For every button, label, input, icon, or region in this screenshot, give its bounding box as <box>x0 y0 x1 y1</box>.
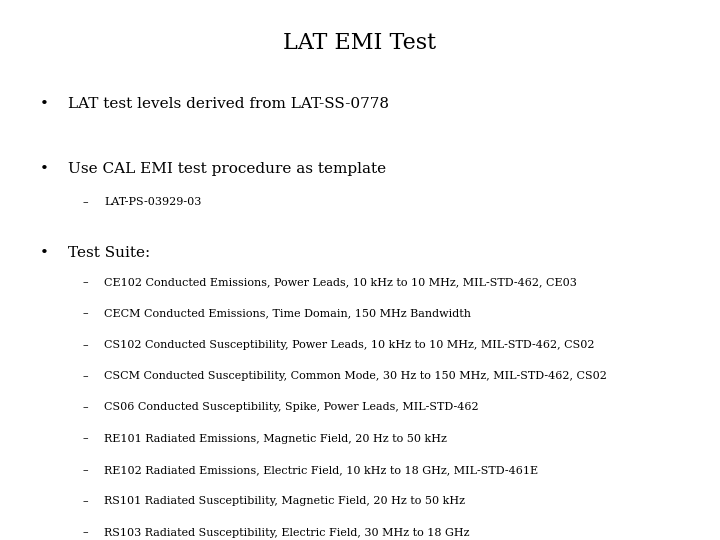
Text: CS102 Conducted Susceptibility, Power Leads, 10 kHz to 10 MHz, MIL-STD-462, CS02: CS102 Conducted Susceptibility, Power Le… <box>104 340 595 350</box>
Text: CE102 Conducted Emissions, Power Leads, 10 kHz to 10 MHz, MIL-STD-462, CE03: CE102 Conducted Emissions, Power Leads, … <box>104 277 577 287</box>
Text: –: – <box>83 496 89 507</box>
Text: –: – <box>83 197 89 207</box>
Text: •: • <box>40 97 48 111</box>
Text: RS103 Radiated Susceptibility, Electric Field, 30 MHz to 18 GHz: RS103 Radiated Susceptibility, Electric … <box>104 528 470 538</box>
Text: CSCM Conducted Susceptibility, Common Mode, 30 Hz to 150 MHz, MIL-STD-462, CS02: CSCM Conducted Susceptibility, Common Mo… <box>104 371 607 381</box>
Text: LAT EMI Test: LAT EMI Test <box>284 32 436 55</box>
Text: LAT test levels derived from LAT-SS-0778: LAT test levels derived from LAT-SS-0778 <box>68 97 390 111</box>
Text: •: • <box>40 246 48 260</box>
Text: Test Suite:: Test Suite: <box>68 246 150 260</box>
Text: –: – <box>83 340 89 350</box>
Text: –: – <box>83 402 89 413</box>
Text: CECM Conducted Emissions, Time Domain, 150 MHz Bandwidth: CECM Conducted Emissions, Time Domain, 1… <box>104 308 472 319</box>
Text: –: – <box>83 434 89 444</box>
Text: –: – <box>83 308 89 319</box>
Text: –: – <box>83 371 89 381</box>
Text: •: • <box>40 162 48 176</box>
Text: RE102 Radiated Emissions, Electric Field, 10 kHz to 18 GHz, MIL-STD-461E: RE102 Radiated Emissions, Electric Field… <box>104 465 539 475</box>
Text: –: – <box>83 528 89 538</box>
Text: –: – <box>83 277 89 287</box>
Text: LAT-PS-03929-03: LAT-PS-03929-03 <box>104 197 202 207</box>
Text: CS06 Conducted Susceptibility, Spike, Power Leads, MIL-STD-462: CS06 Conducted Susceptibility, Spike, Po… <box>104 402 479 413</box>
Text: RS101 Radiated Susceptibility, Magnetic Field, 20 Hz to 50 kHz: RS101 Radiated Susceptibility, Magnetic … <box>104 496 465 507</box>
Text: –: – <box>83 465 89 475</box>
Text: RE101 Radiated Emissions, Magnetic Field, 20 Hz to 50 kHz: RE101 Radiated Emissions, Magnetic Field… <box>104 434 447 444</box>
Text: Use CAL EMI test procedure as template: Use CAL EMI test procedure as template <box>68 162 387 176</box>
